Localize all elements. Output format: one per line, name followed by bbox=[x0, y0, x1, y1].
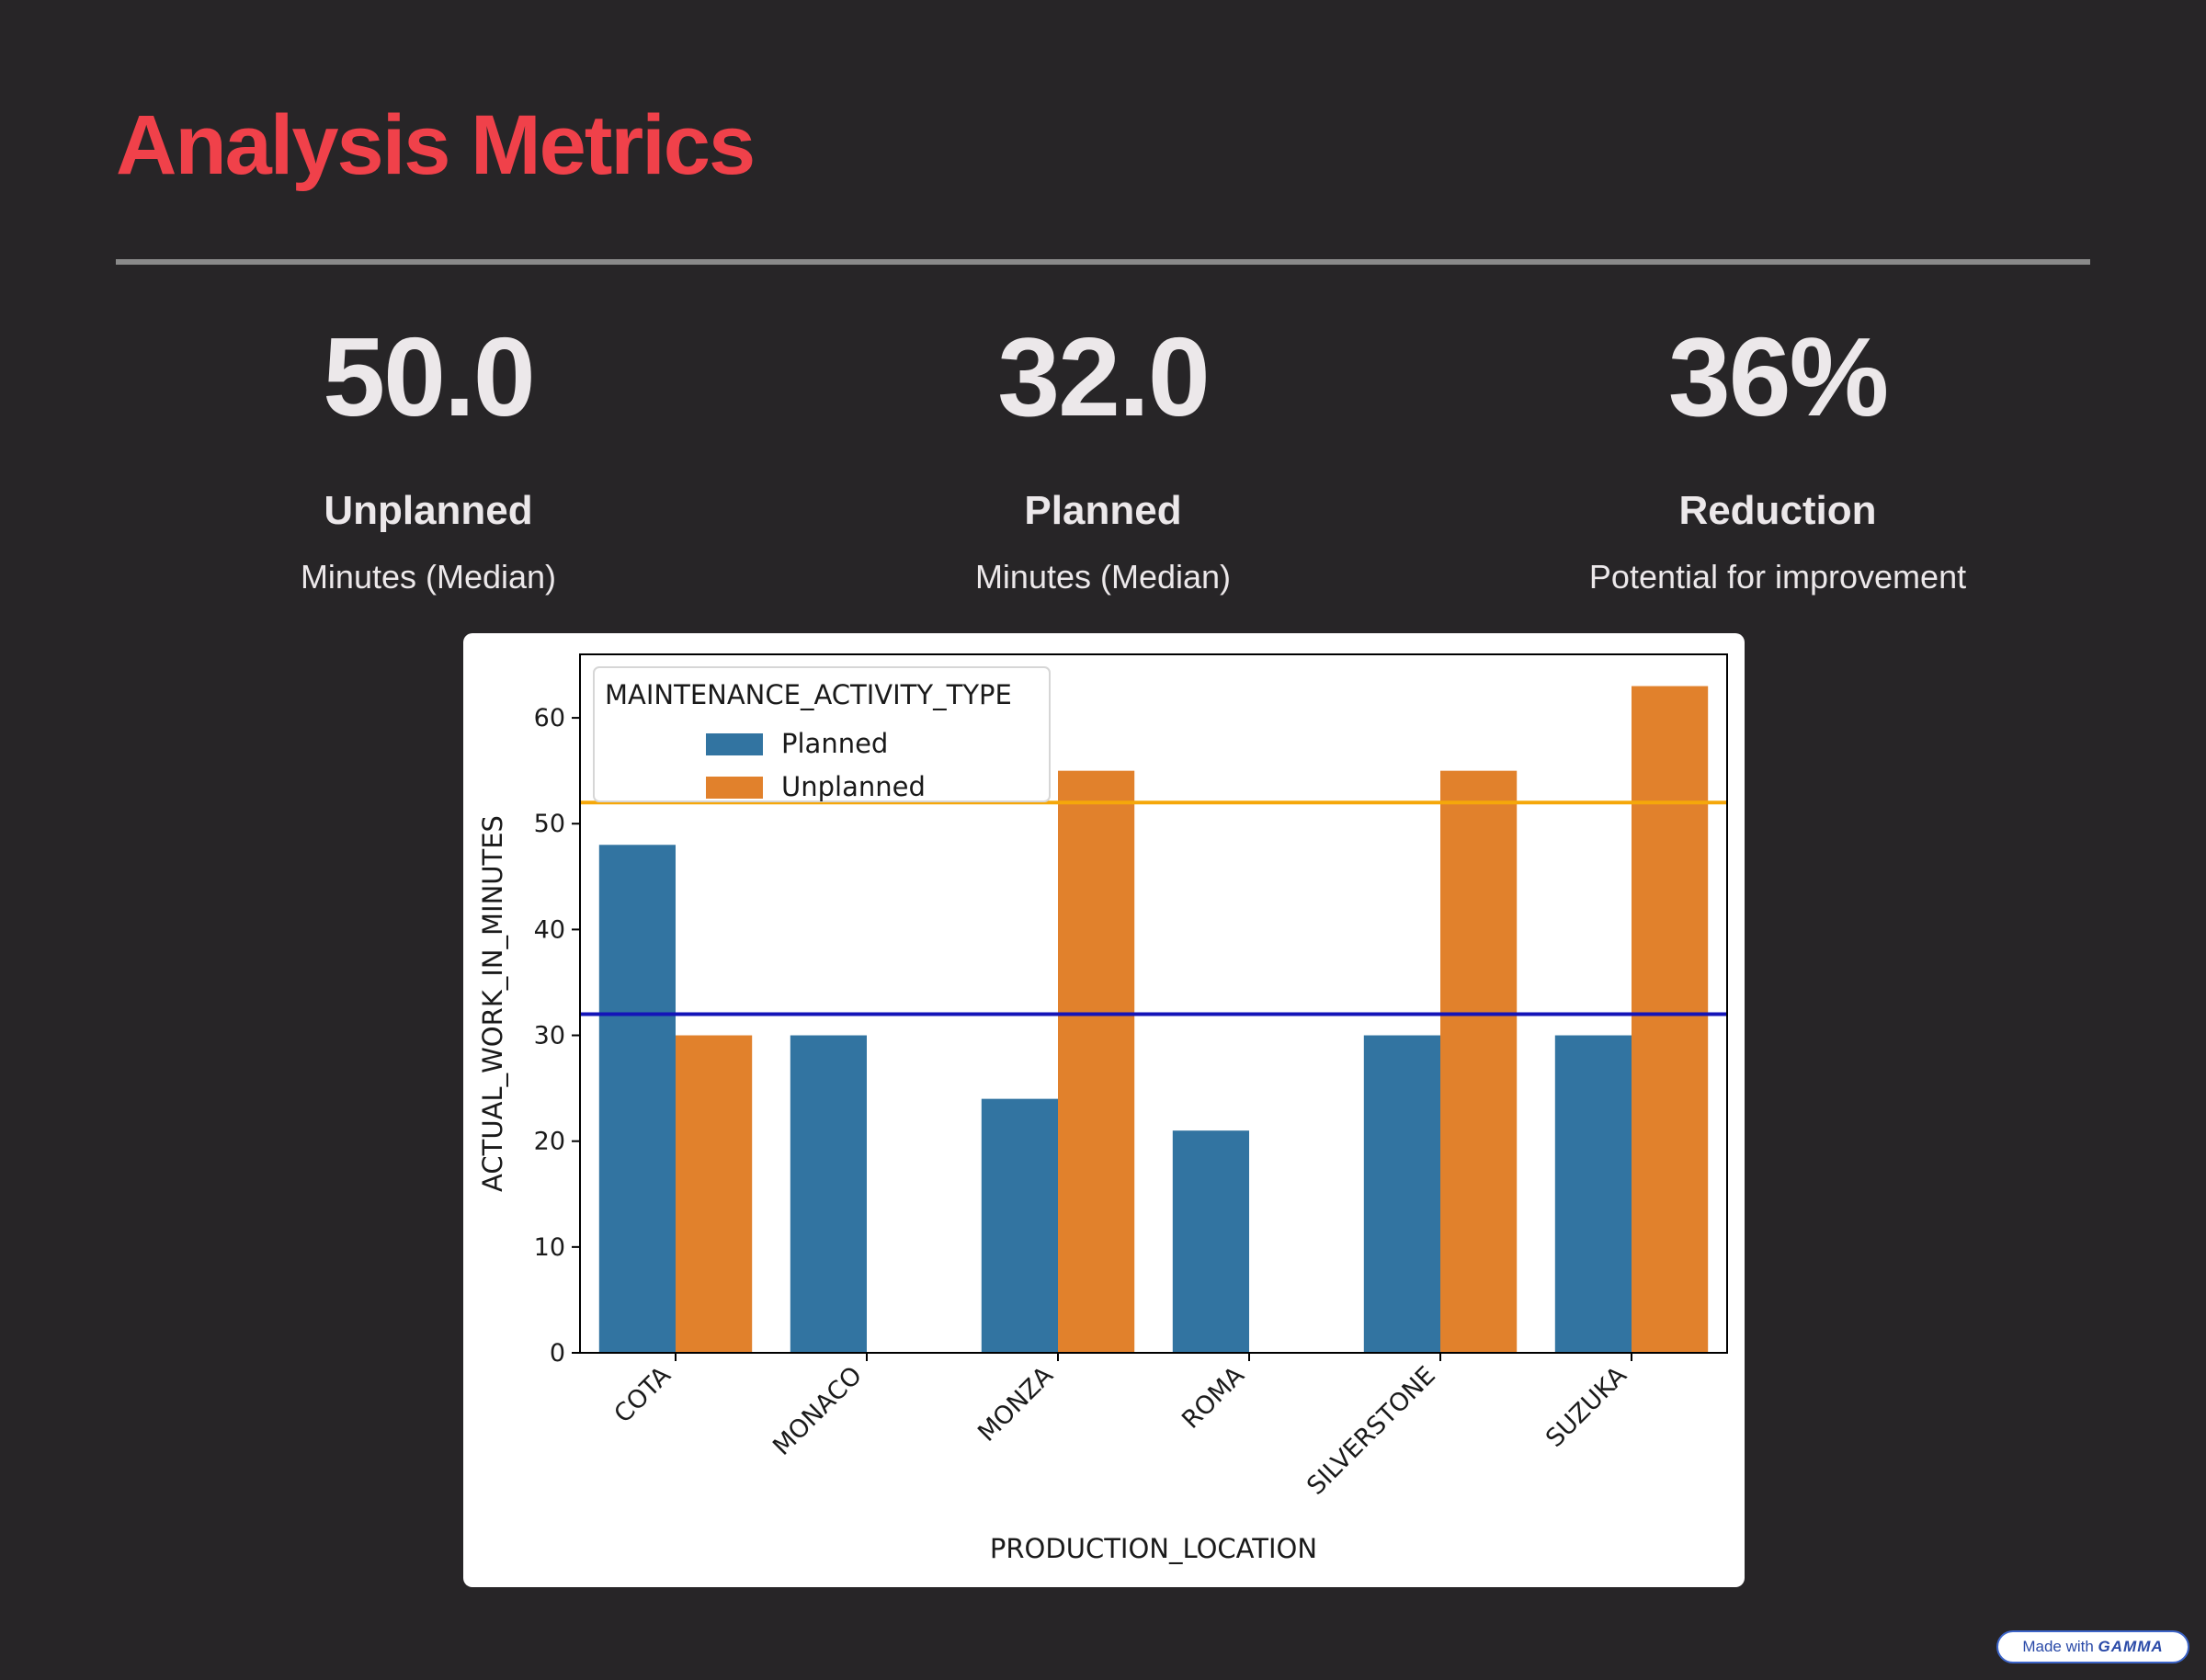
badge-prefix: Made with bbox=[2022, 1638, 2094, 1655]
bars-layer bbox=[598, 686, 1709, 1353]
bar-planned-cota bbox=[598, 845, 676, 1353]
stat-unplanned: 50.0 Unplanned Minutes (Median) bbox=[88, 312, 768, 597]
y-tick-label: 50 bbox=[534, 810, 565, 838]
y-tick-label: 10 bbox=[534, 1233, 565, 1262]
stat-subtitle: Minutes (Median) bbox=[974, 558, 1232, 596]
stat-label: Unplanned bbox=[324, 488, 533, 533]
x-tick-label: MONZA bbox=[972, 1361, 1059, 1447]
x-tick-label: ROMA bbox=[1177, 1361, 1250, 1435]
y-tick-label: 60 bbox=[534, 704, 565, 732]
y-tick-label: 30 bbox=[534, 1022, 565, 1050]
bar-unplanned-monza bbox=[1058, 770, 1135, 1353]
reference-lines-layer bbox=[580, 800, 1727, 1016]
title-divider bbox=[116, 259, 2090, 265]
bar-planned-roma bbox=[1172, 1130, 1249, 1353]
legend-entry-planned: Planned bbox=[781, 728, 888, 759]
stat-value: 32.0 bbox=[997, 314, 1210, 439]
x-tick-label: COTA bbox=[608, 1361, 677, 1429]
plot-frame bbox=[579, 653, 1728, 1354]
legend-entry-unplanned: Unplanned bbox=[781, 771, 926, 802]
stat-subtitle: Minutes (Median) bbox=[300, 558, 557, 596]
chart-card: 0 10 20 30 40 50 60 COTA MONACO MONZA ROMA SILVERST… bbox=[463, 633, 1745, 1587]
y-axis-label: ACTUAL_WORK_IN_MINUTES bbox=[477, 815, 508, 1192]
bar-planned-suzuka bbox=[1554, 1035, 1632, 1353]
stat-reduction: 36% Reduction Potential for improvement bbox=[1438, 312, 2118, 597]
bar-planned-monza bbox=[981, 1098, 1058, 1353]
made-with-badge[interactable]: Made with GAMMA bbox=[1996, 1630, 2189, 1663]
bar-planned-monaco bbox=[790, 1035, 867, 1353]
legend-swatch-unplanned bbox=[706, 777, 763, 799]
stat-label: Planned bbox=[1024, 488, 1182, 533]
bar-chart: 0 10 20 30 40 50 60 COTA MONACO MONZA ROMA SILVERST… bbox=[477, 653, 1728, 1564]
stat-value: 36% bbox=[1667, 314, 1889, 439]
y-tick-label: 40 bbox=[534, 915, 565, 944]
bar-unplanned-silverstone bbox=[1440, 770, 1518, 1353]
bar-unplanned-suzuka bbox=[1632, 686, 1709, 1353]
x-axis-label: PRODUCTION_LOCATION bbox=[990, 1533, 1317, 1564]
x-tick-label: SUZUKA bbox=[1541, 1361, 1632, 1453]
stat-planned: 32.0 Planned Minutes (Median) bbox=[763, 312, 1443, 597]
legend: MAINTENANCE_ACTIVITY_TYPE Planned Unplanne… bbox=[593, 666, 1051, 802]
legend-box bbox=[593, 666, 1051, 802]
x-tick-label: SILVERSTONE bbox=[1302, 1361, 1441, 1501]
page-title: Analysis Metrics bbox=[116, 98, 756, 192]
bar-unplanned-cota bbox=[676, 1035, 753, 1353]
y-tick-label: 0 bbox=[550, 1339, 565, 1368]
bar-planned-silverstone bbox=[1363, 1035, 1440, 1353]
gamma-logo: GAMMA bbox=[2098, 1638, 2164, 1655]
y-tick-label: 20 bbox=[534, 1128, 565, 1156]
legend-swatch-planned bbox=[706, 733, 763, 755]
stat-subtitle: Potential for improvement bbox=[1588, 558, 1967, 596]
stat-value: 50.0 bbox=[323, 314, 535, 439]
legend-title: MAINTENANCE_ACTIVITY_TYPE bbox=[605, 679, 1012, 710]
x-tick-label: MONACO bbox=[768, 1361, 868, 1461]
stat-label: Reduction bbox=[1678, 488, 1877, 533]
